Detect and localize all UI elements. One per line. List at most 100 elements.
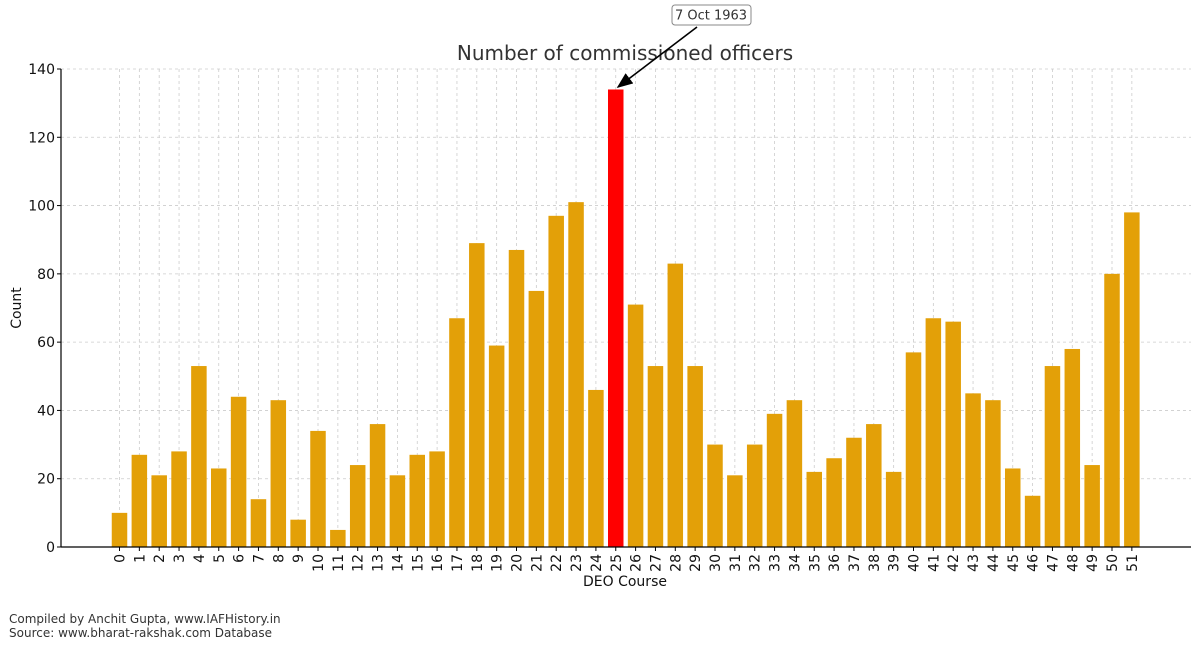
bar (508, 249, 525, 547)
x-tick-label: 42 (946, 554, 962, 572)
x-tick-label: 26 (629, 554, 645, 572)
bar (1104, 273, 1120, 547)
bar (1044, 366, 1061, 547)
bar (806, 471, 822, 547)
x-tick-label: 2 (152, 554, 168, 563)
x-tick-label: 21 (529, 554, 545, 572)
bar (1124, 212, 1140, 547)
x-tick-label: 0 (113, 554, 129, 563)
x-tick-label: 12 (351, 554, 367, 572)
x-tick-label: 47 (1045, 554, 1061, 572)
y-tick-label: 100 (28, 199, 55, 215)
bar (568, 202, 584, 547)
bar (429, 451, 445, 547)
bar-highlighted (608, 89, 624, 547)
x-tick-label: 38 (867, 554, 883, 572)
x-tick-label: 41 (926, 554, 942, 572)
x-tick-label: 45 (1006, 554, 1022, 572)
x-tick-label: 4 (192, 554, 208, 563)
x-tick-label: 17 (450, 554, 466, 572)
x-tick-label: 32 (748, 554, 764, 572)
bar (389, 475, 406, 547)
x-tick-label: 27 (648, 554, 664, 572)
bars (111, 89, 1140, 548)
chart-title: Number of commissioned officers (457, 41, 793, 65)
bar (846, 437, 862, 547)
bar (211, 468, 227, 547)
x-tick-label: 33 (768, 554, 784, 572)
y-tick-label: 60 (37, 335, 55, 351)
y-tick-label: 0 (46, 540, 55, 556)
x-tick-label: 28 (668, 554, 684, 572)
annotation-label: 7 Oct 1963 (675, 9, 747, 24)
bar (270, 400, 287, 547)
bar (230, 396, 247, 547)
x-tick-label: 18 (470, 554, 486, 572)
bar (290, 519, 306, 547)
bar (409, 454, 425, 547)
bar (369, 424, 386, 547)
bar (250, 499, 267, 547)
x-tick-label: 48 (1065, 554, 1081, 572)
x-tick-label: 8 (271, 554, 287, 563)
x-tick-label: 6 (232, 554, 248, 563)
x-tick-label: 23 (569, 554, 585, 572)
y-tick-label: 20 (37, 472, 55, 488)
x-tick-label: 20 (510, 554, 526, 572)
x-tick-label: 29 (688, 554, 704, 572)
bar (310, 430, 326, 547)
x-tick-label: 3 (172, 554, 188, 563)
x-tick-label: 7 (251, 554, 267, 563)
bar (885, 471, 902, 547)
x-tick-label: 24 (589, 554, 605, 572)
x-tick-label: 51 (1125, 554, 1141, 572)
x-tick-label: 1 (132, 554, 148, 563)
axes (57, 68, 1191, 551)
bar (449, 318, 465, 547)
x-tick-label: 39 (887, 554, 903, 572)
x-tick-label: 14 (390, 554, 406, 572)
bar (727, 475, 743, 547)
x-tick-label: 16 (430, 554, 446, 572)
y-tick-label: 140 (28, 62, 55, 78)
x-tick-label: 43 (966, 554, 982, 572)
bar (667, 263, 684, 547)
bar (945, 321, 961, 547)
y-tick-label: 120 (28, 130, 55, 146)
annotation-box (671, 4, 752, 26)
bar (687, 366, 703, 547)
annotation-arrow (616, 26, 698, 88)
bar (151, 475, 167, 547)
y-tick-label: 80 (37, 267, 55, 283)
x-tick-label: 35 (807, 554, 823, 572)
y-tick-label: 40 (37, 403, 55, 419)
bar (488, 345, 505, 547)
bar (171, 451, 187, 547)
x-tick-label: 34 (787, 554, 803, 572)
credit-line: Compiled by Anchit Gupta, www.IAFHistory… (9, 612, 281, 626)
bar (826, 458, 842, 547)
bar (111, 512, 128, 547)
y-axis-label: Count (9, 287, 25, 329)
bar (330, 529, 346, 547)
x-tick-label: 13 (371, 554, 387, 572)
x-tick-label: 31 (728, 554, 744, 572)
x-tick-label: 19 (490, 554, 506, 572)
x-axis-label: DEO Course (583, 574, 667, 590)
bar (191, 366, 207, 547)
annotation: 7 Oct 1963 (616, 4, 752, 88)
bar (548, 215, 564, 548)
x-tick-label: 22 (549, 554, 565, 572)
bar (131, 454, 148, 547)
bar (905, 352, 922, 547)
bar (469, 243, 485, 547)
bar (1084, 465, 1100, 547)
x-tick-label: 36 (827, 554, 843, 572)
source-line: Source: www.bharat-rakshak.com Database (9, 626, 273, 640)
bar (965, 393, 981, 547)
x-tick-label: 40 (907, 554, 923, 572)
x-tick-label: 44 (986, 554, 1002, 572)
bar (349, 465, 366, 547)
